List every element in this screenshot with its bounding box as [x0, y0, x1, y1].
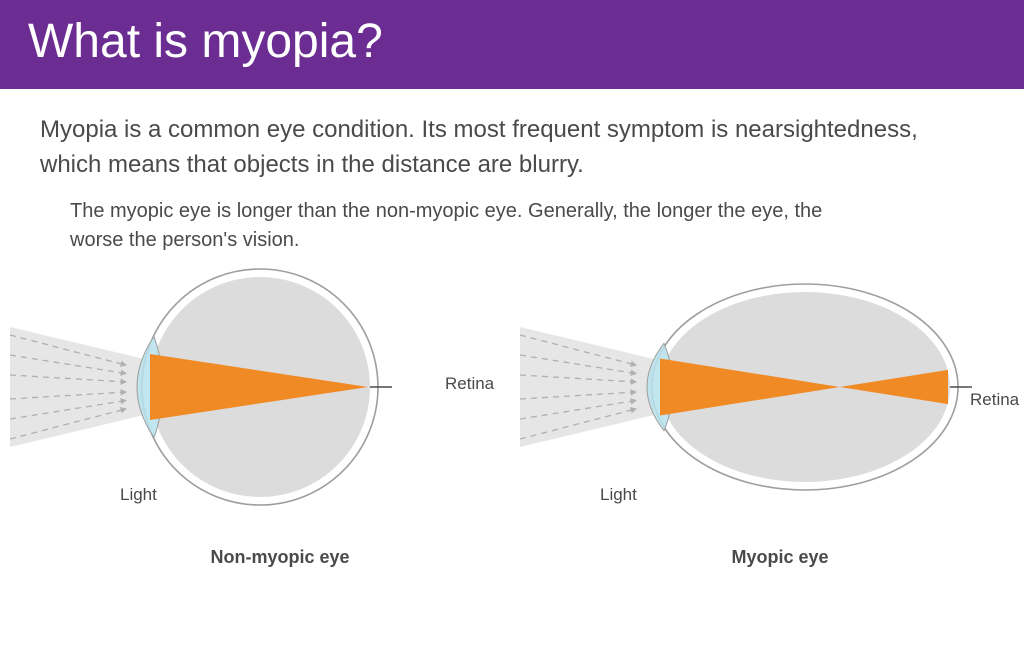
non-myopic-light-label: Light — [120, 485, 157, 505]
non-myopic-eye-diagram — [10, 267, 490, 552]
non-myopic-retina-label: Retina — [445, 374, 494, 394]
description-block: Myopia is a common eye condition. Its mo… — [0, 89, 1024, 255]
sub-paragraph: The myopic eye is longer than the non-my… — [70, 197, 830, 255]
page-title: What is myopia? — [28, 14, 996, 69]
page-header: What is myopia? — [0, 0, 1024, 89]
myopic-eye-diagram — [520, 267, 1020, 552]
intro-paragraph: Myopia is a common eye condition. Its mo… — [40, 113, 920, 183]
myopic-caption: Myopic eye — [680, 547, 880, 568]
myopic-light-label: Light — [600, 485, 637, 505]
myopic-retina-label: Retina — [970, 390, 1019, 410]
non-myopic-caption: Non-myopic eye — [180, 547, 380, 568]
